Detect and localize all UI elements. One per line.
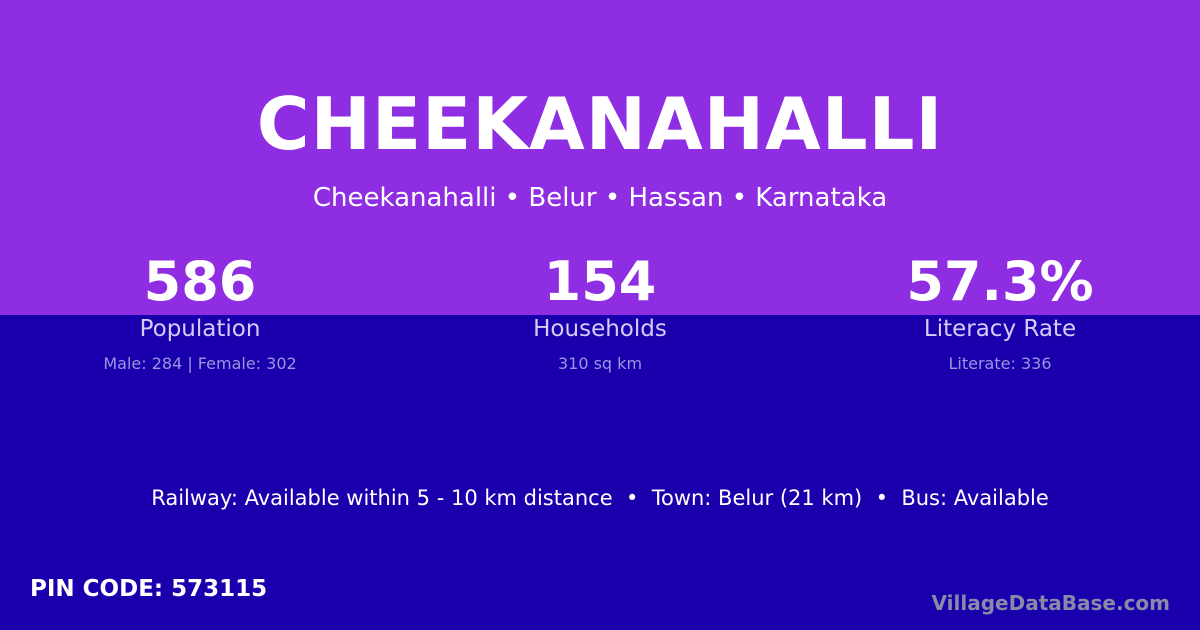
pin-code: PIN CODE: 573115 <box>30 576 268 602</box>
brand-logo-text: VillageDataBase.com <box>931 591 1170 615</box>
stat-value: 586 <box>143 250 257 313</box>
stat-value: 154 <box>543 250 657 313</box>
stat-label: Households <box>533 316 667 342</box>
stat-value: 57.3% <box>906 250 1094 313</box>
connectivity-info: Railway: Available within 5 - 10 km dist… <box>151 486 1049 510</box>
header-band <box>0 0 1200 315</box>
stat-label: Population <box>139 316 261 342</box>
location-breadcrumb: Cheekanahalli • Belur • Hassan • Karnata… <box>312 183 888 213</box>
stat-detail: 310 sq km <box>557 354 643 373</box>
village-title: CHEEKANAHALLI <box>256 82 944 166</box>
stat-label: Literacy Rate <box>923 316 1077 342</box>
stat-detail: Male: 284 | Female: 302 <box>103 354 297 373</box>
stat-detail: Literate: 336 <box>948 354 1052 373</box>
